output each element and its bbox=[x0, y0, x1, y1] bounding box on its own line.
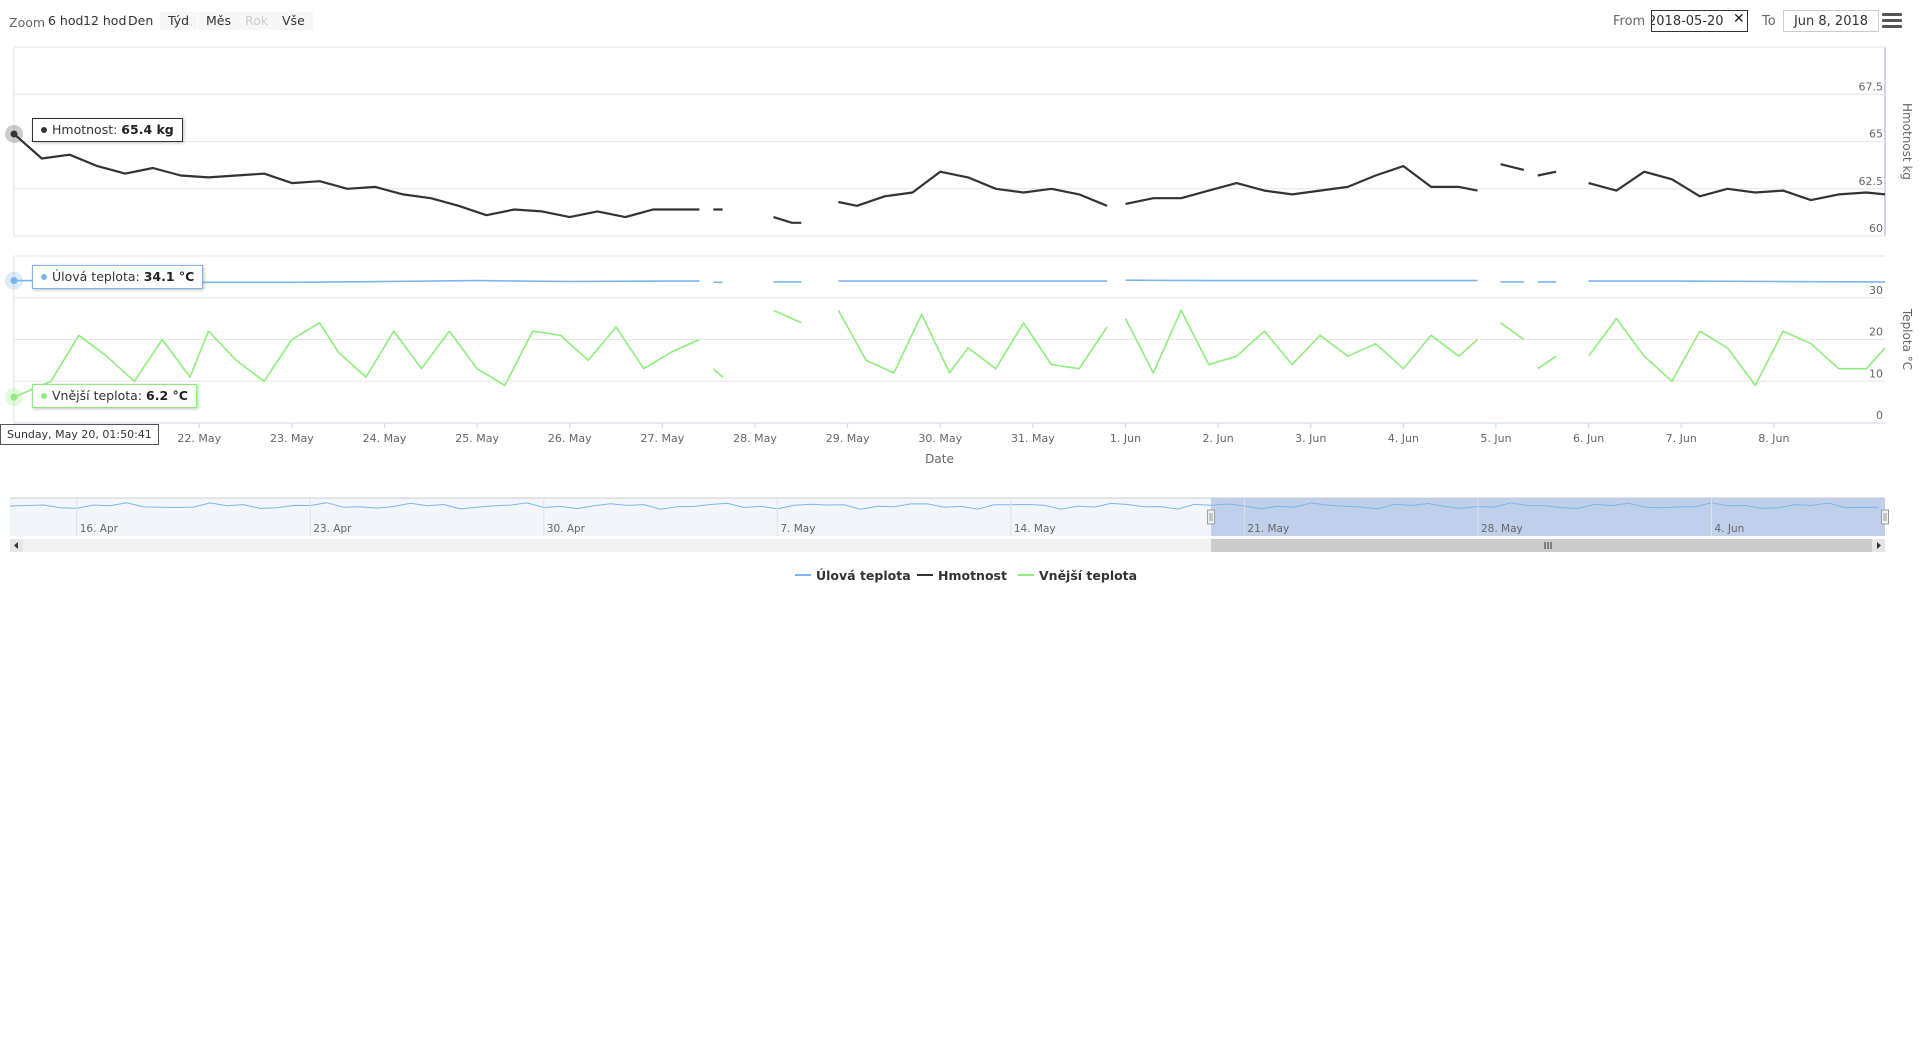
outside-temp-hover-point bbox=[10, 393, 18, 401]
navigator-tick-label: 7. May bbox=[780, 523, 815, 535]
zoom-button-month[interactable]: Měs bbox=[198, 12, 239, 30]
navigator-tick-label: 21. May bbox=[1247, 523, 1289, 535]
navigator-series-line bbox=[9, 502, 1879, 510]
chevron-right-icon bbox=[1877, 542, 1881, 549]
series-line-vn-j-teplota bbox=[13, 309, 1886, 398]
chart-legend: Úlová teplota Hmotnost Vnější teplota bbox=[0, 568, 1920, 588]
x-tick-label: 29. May bbox=[826, 432, 870, 445]
x-tick-label: 8. Jun bbox=[1758, 432, 1789, 445]
x-tick-label: 2. Jun bbox=[1203, 432, 1234, 445]
navigator-tick-label: 16. Apr bbox=[80, 523, 119, 535]
x-tick-label: 24. May bbox=[363, 432, 407, 445]
x-tick-label: 25. May bbox=[455, 432, 499, 445]
x-tick-label: 26. May bbox=[548, 432, 592, 445]
temp-tick-label: 10 bbox=[1869, 367, 1883, 380]
x-axis-title: Date bbox=[925, 452, 954, 466]
navigator-tick-label: 28. May bbox=[1481, 523, 1523, 535]
x-tick-label: 27. May bbox=[640, 432, 684, 445]
tooltip-hive-temp-name: Úlová teplota bbox=[52, 269, 136, 284]
zoom-button-day[interactable]: Den bbox=[128, 13, 154, 28]
x-tick-label: 4. Jun bbox=[1388, 432, 1419, 445]
from-label: From bbox=[1613, 14, 1646, 29]
series-line--lov-teplota bbox=[13, 279, 1886, 284]
x-tick-label: 28. May bbox=[733, 432, 777, 445]
navigator-left-handle bbox=[1207, 509, 1216, 525]
weight-tick-label: 67.5 bbox=[1859, 80, 1884, 93]
legend-item-outside-temp[interactable]: Vnější teplota bbox=[1018, 568, 1137, 588]
temp-tick-label: 0 bbox=[1876, 409, 1883, 422]
temp-tick-label: 30 bbox=[1869, 284, 1883, 297]
tooltip-outside-temp-value: 6.2 °C bbox=[146, 388, 188, 403]
legend-item-weight[interactable]: Hmotnost bbox=[917, 568, 1007, 588]
navigator-tick-label: 14. May bbox=[1014, 523, 1056, 535]
navigator-tick-label: 4. Jun bbox=[1715, 523, 1745, 535]
hive-temp-dot-icon bbox=[41, 273, 47, 280]
to-date-input[interactable]: Jun 8, 2018 bbox=[1783, 10, 1879, 32]
chevron-left-icon bbox=[14, 542, 18, 549]
x-tick-label: 31. May bbox=[1011, 432, 1055, 445]
weight-tooltip: Hmotnost: 65.4 kg bbox=[32, 118, 183, 142]
zoom-button-year[interactable]: Rok bbox=[237, 12, 277, 30]
legend-swatch bbox=[795, 573, 811, 576]
x-tick-label: 23. May bbox=[270, 432, 314, 445]
weight-tick-label: 65 bbox=[1869, 128, 1883, 141]
range-selector-toolbar: Zoom 6 hod 12 hod Den Týd Měs Rok Vše Fr… bbox=[0, 0, 1920, 44]
weight-hover-point bbox=[10, 130, 18, 138]
weight-tick-label: 62.5 bbox=[1859, 175, 1884, 188]
tooltip-outside-temp-name: Vnější teplota bbox=[52, 388, 138, 403]
navigator-right-handle bbox=[1881, 509, 1889, 525]
close-icon[interactable]: ✕ bbox=[1733, 11, 1745, 27]
legend-label: Vnější teplota bbox=[1039, 568, 1138, 583]
date-tooltip: Sunday, May 20, 01:50:41 bbox=[0, 424, 159, 445]
x-tick-label: 5. Jun bbox=[1480, 432, 1511, 445]
navigator-tick-label: 30. Apr bbox=[547, 523, 586, 535]
x-tick-label: 3. Jun bbox=[1295, 432, 1326, 445]
x-tick-label: 22. May bbox=[177, 432, 221, 445]
outside-temp-dot-icon bbox=[41, 392, 47, 399]
legend-label: Úlová teplota bbox=[816, 568, 911, 583]
weight-dot-icon bbox=[41, 126, 47, 133]
legend-swatch bbox=[1018, 573, 1034, 576]
temp-axis-title: Teplota °C bbox=[1900, 308, 1914, 370]
hamburger-menu-icon[interactable] bbox=[1882, 13, 1902, 29]
legend-swatch bbox=[917, 573, 933, 576]
zoom-button-week[interactable]: Týd bbox=[160, 12, 198, 30]
legend-item-hive-temp[interactable]: Úlová teplota bbox=[795, 568, 911, 588]
navigator-selected-range bbox=[1211, 498, 1885, 536]
to-label: To bbox=[1762, 14, 1776, 29]
x-tick-label: 6. Jun bbox=[1573, 432, 1604, 445]
temp-tick-label: 20 bbox=[1869, 326, 1883, 339]
x-tick-label: 30. May bbox=[918, 432, 962, 445]
zoom-label: Zoom bbox=[9, 15, 46, 30]
from-date-input[interactable]: 2018-05-20 bbox=[1651, 10, 1748, 32]
x-tick-label: 1. Jun bbox=[1110, 432, 1141, 445]
hive-temp-tooltip: Úlová teplota: 34.1 °C bbox=[32, 265, 204, 289]
x-tick-label: 7. Jun bbox=[1666, 432, 1697, 445]
zoom-button-6-hours[interactable]: 6 hod bbox=[48, 13, 84, 28]
weight-tick-label: 60 bbox=[1869, 222, 1883, 235]
tooltip-weight-value: 65.4 kg bbox=[121, 122, 174, 137]
tooltip-weight-name: Hmotnost bbox=[52, 122, 114, 137]
zoom-button-12-hours[interactable]: 12 hod bbox=[83, 13, 127, 28]
navigator-tick-label: 23. Apr bbox=[313, 523, 352, 535]
zoom-button-all[interactable]: Vše bbox=[274, 12, 313, 30]
hive-temp-hover-point bbox=[10, 277, 18, 285]
tooltip-hive-temp-value: 34.1 °C bbox=[143, 269, 195, 284]
outside-temp-tooltip: Vnější teplota: 6.2 °C bbox=[32, 384, 197, 408]
legend-label: Hmotnost bbox=[938, 568, 1007, 583]
series-line-hmotnost bbox=[13, 133, 1886, 224]
weight-axis-title: Hmotnost kg bbox=[1900, 103, 1914, 180]
